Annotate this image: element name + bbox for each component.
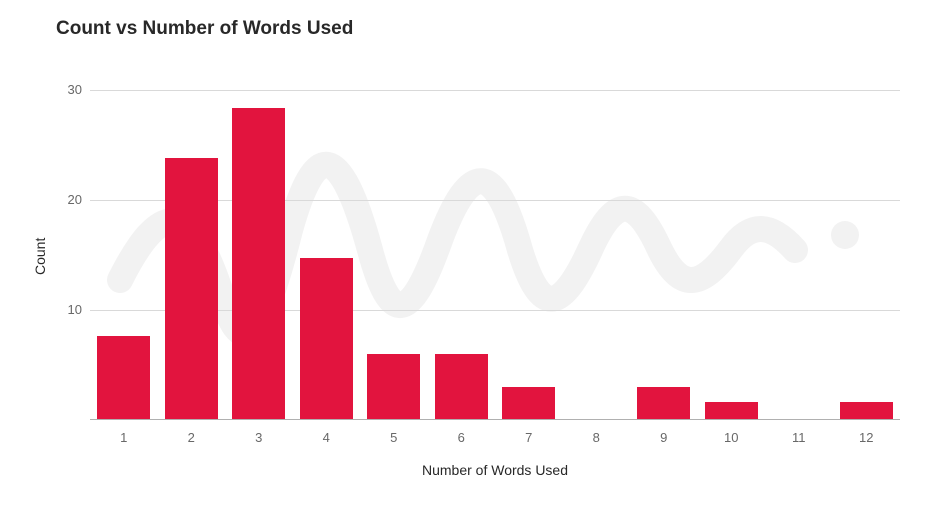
- y-tick-label: 20: [50, 192, 82, 207]
- x-tick-label: 3: [225, 430, 293, 445]
- x-tick-label: 8: [563, 430, 631, 445]
- bar-slot: [360, 90, 428, 420]
- bar-slot: [698, 90, 766, 420]
- x-tick-label: 9: [630, 430, 698, 445]
- x-tick-label: 2: [158, 430, 226, 445]
- y-tick-label: 30: [50, 82, 82, 97]
- x-axis-label: Number of Words Used: [90, 462, 900, 478]
- x-tick-label: 7: [495, 430, 563, 445]
- chart-title: Count vs Number of Words Used: [56, 18, 353, 40]
- bar: [300, 258, 353, 420]
- x-axis-line: [90, 419, 900, 420]
- bar-slot: [563, 90, 631, 420]
- x-tick-label: 4: [293, 430, 361, 445]
- chart-container: Count vs Number of Words Used 102030 123…: [0, 0, 937, 518]
- bar: [367, 354, 420, 420]
- x-tick-label: 11: [765, 430, 833, 445]
- plot-area: [90, 90, 900, 420]
- bar-slot: [765, 90, 833, 420]
- bar-slot: [428, 90, 496, 420]
- bars-group: [90, 90, 900, 420]
- x-tick-label: 6: [428, 430, 496, 445]
- bar: [232, 108, 285, 420]
- x-tick-label: 12: [833, 430, 901, 445]
- x-tick-labels: 123456789101112: [90, 430, 900, 445]
- bar-slot: [833, 90, 901, 420]
- bar: [97, 336, 150, 420]
- bar: [705, 402, 758, 420]
- bar: [165, 158, 218, 420]
- y-tick-label: 10: [50, 302, 82, 317]
- bar-slot: [158, 90, 226, 420]
- bar: [435, 354, 488, 420]
- bar-slot: [90, 90, 158, 420]
- bar-slot: [225, 90, 293, 420]
- x-tick-label: 1: [90, 430, 158, 445]
- bar: [840, 402, 893, 420]
- bar-slot: [293, 90, 361, 420]
- bar: [637, 387, 690, 420]
- bar-slot: [630, 90, 698, 420]
- bar-slot: [495, 90, 563, 420]
- x-tick-label: 5: [360, 430, 428, 445]
- y-axis-label: Count: [32, 238, 48, 275]
- x-tick-label: 10: [698, 430, 766, 445]
- bar: [502, 387, 555, 420]
